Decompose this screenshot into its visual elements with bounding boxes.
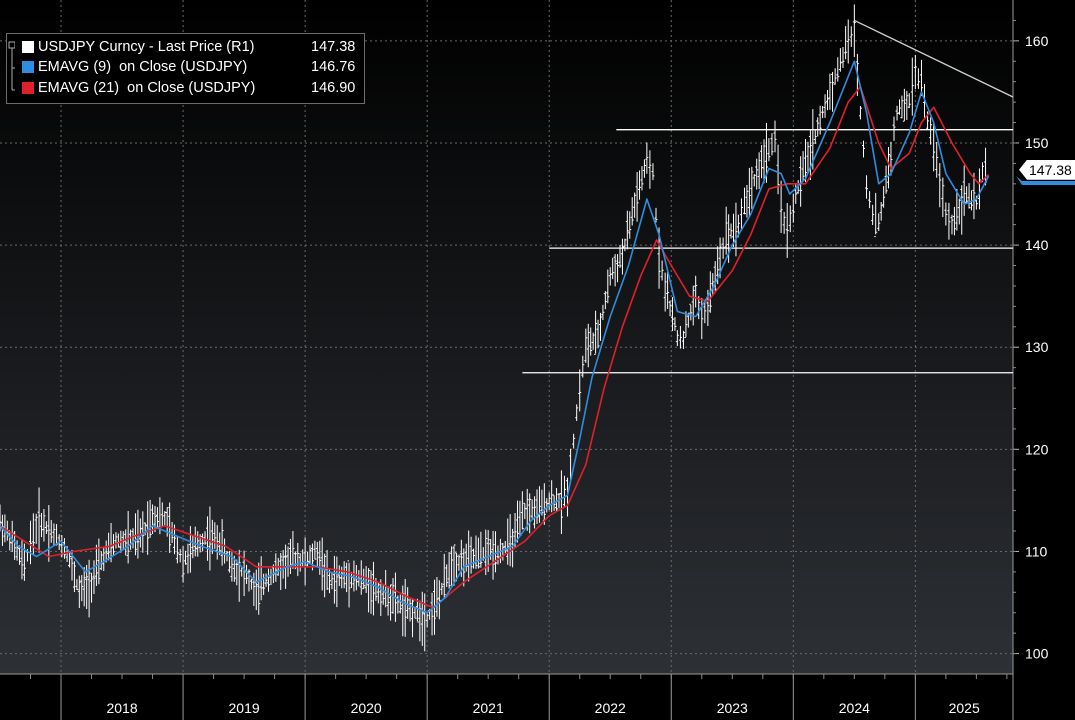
legend-swatch-ema21 [22,82,34,94]
legend-value-ema21: 146.90 [311,80,356,96]
x-axis-background [0,674,1013,720]
legend-value-last-price: 147.38 [311,39,356,55]
x-tick-label: 2022 [595,700,626,716]
ema9-line [0,60,990,614]
ema21-line [0,86,990,609]
last-price-tag: 147.38 [1019,159,1075,180]
reference-line [854,19,1014,98]
legend-label-last-price: USDJPY Curncy - Last Price (R1) [38,39,255,55]
legend-item-ema9: EMAVG (9) on Close (USDJPY) [22,58,247,76]
x-tick-label: 2025 [949,700,980,716]
legend-item-ema21: EMAVG (21) on Close (USDJPY) [22,79,255,97]
x-tick-label: 2021 [473,700,504,716]
legend-swatch-ema9 [22,61,34,73]
legend: USDJPY Curncy - Last Price (R1) 147.38 E… [6,33,365,104]
x-tick-label: 2023 [717,700,748,716]
y-axis-background [1013,0,1075,720]
y-tick-label: 150 [1025,135,1049,151]
x-tick-label: 2018 [106,700,137,716]
y-tick-label: 160 [1025,33,1049,49]
legend-label-ema21: EMAVG (21) on Close (USDJPY) [38,80,256,96]
legend-item-last-price: USDJPY Curncy - Last Price (R1) [22,38,254,56]
x-tick-label: 2024 [839,700,870,716]
y-tick-label: 110 [1025,543,1048,559]
y-tick-label: 120 [1025,441,1049,457]
y-tick-label: 130 [1025,339,1049,355]
x-tick-label: 2019 [229,700,260,716]
ema9-axis-marker [1016,176,1075,186]
y-tick-label: 140 [1025,237,1049,253]
legend-tree-icon [8,41,15,91]
y-tick-label: 100 [1025,646,1049,662]
x-tick-label: 2020 [351,700,382,716]
legend-swatch-last-price [22,41,34,53]
legend-label-ema9: EMAVG (9) on Close (USDJPY) [38,59,248,75]
legend-value-ema9: 146.76 [311,59,356,75]
